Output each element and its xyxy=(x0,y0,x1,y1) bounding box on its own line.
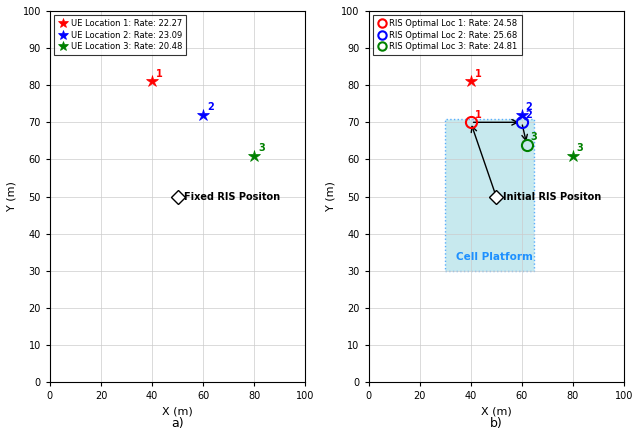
Legend: RIS Optimal Loc 1: Rate: 24.58, RIS Optimal Loc 2: Rate: 25.68, RIS Optimal Loc : RIS Optimal Loc 1: Rate: 24.58, RIS Opti… xyxy=(372,15,522,55)
Text: Initial RIS Positon: Initial RIS Positon xyxy=(502,191,601,202)
Text: 2: 2 xyxy=(207,102,214,112)
Text: a): a) xyxy=(172,417,184,430)
Text: Fixed RIS Positon: Fixed RIS Positon xyxy=(184,191,280,202)
X-axis label: X (m): X (m) xyxy=(481,407,511,417)
X-axis label: X (m): X (m) xyxy=(162,407,193,417)
Bar xyxy=(445,119,534,271)
Text: 3: 3 xyxy=(258,143,265,153)
Text: 2: 2 xyxy=(525,102,532,112)
Text: 2: 2 xyxy=(525,110,532,120)
Text: b): b) xyxy=(490,417,502,430)
Y-axis label: Y (m): Y (m) xyxy=(326,181,335,212)
Text: 1: 1 xyxy=(474,69,481,79)
Text: 1: 1 xyxy=(156,69,163,79)
Legend: UE Location 1: Rate: 22.27, UE Location 2: Rate: 23.09, UE Location 3: Rate: 20.: UE Location 1: Rate: 22.27, UE Location … xyxy=(54,15,186,55)
Text: 3: 3 xyxy=(531,132,538,142)
Text: 3: 3 xyxy=(577,143,584,153)
Text: 1: 1 xyxy=(474,110,481,120)
Y-axis label: Y (m): Y (m) xyxy=(7,181,17,212)
Text: Cell Platform: Cell Platform xyxy=(456,251,532,261)
